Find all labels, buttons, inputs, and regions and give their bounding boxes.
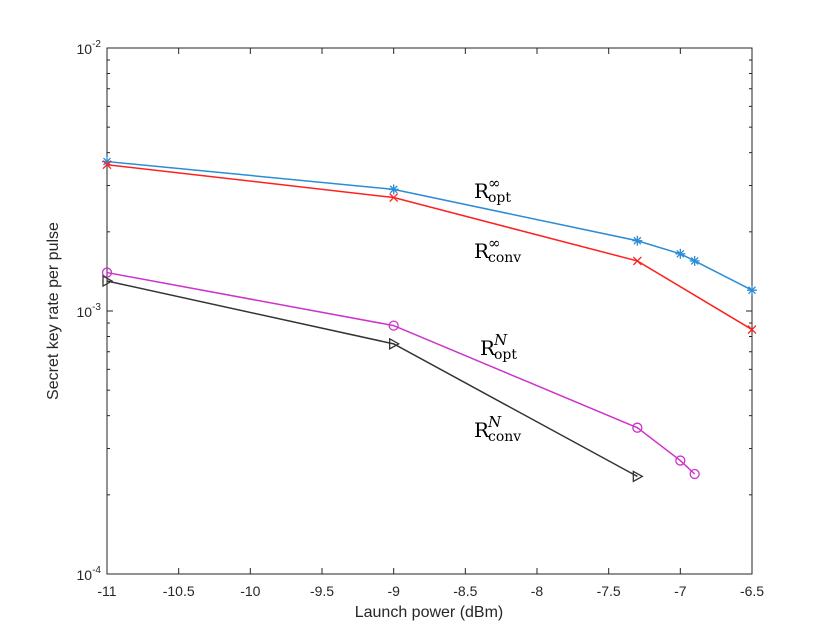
series-point-x [747,325,757,335]
series-point-triangle [632,470,644,483]
series-point-circle [689,468,700,480]
annotation-superscript: N [493,331,508,349]
annotation-subscript: opt [494,347,517,363]
series-point-x [389,193,399,203]
x-tick-label: -9.5 [310,583,334,599]
x-tick-label: -6.5 [740,583,764,599]
series-point-star [388,184,399,195]
series-point-star [675,248,686,259]
series-annotation-3: R [474,418,490,442]
annotation-main: R [474,239,490,263]
y-tick-exponent: -4 [92,565,101,576]
series-annotation-2: R [480,336,496,360]
y-axis-label: Secret key rate per pulse [45,222,62,400]
annotation-main: R [474,179,490,203]
series-line-2 [106,271,696,475]
x-tick-label: -10 [240,583,260,599]
series-point-star [632,235,643,246]
x-tick-label: -7.5 [597,583,621,599]
star-stroke [103,157,111,166]
annotation-superscript: ∞ [488,174,501,192]
series-point-x [632,256,642,266]
y-tick-base: 10 [77,41,93,57]
series-line-1 [106,163,753,331]
x-stroke [389,193,399,203]
series-point-triangle [389,337,401,350]
annotation-main: R [474,418,490,442]
series-annotation-0: R [474,179,490,203]
y-tick-base: 10 [77,304,93,320]
star-stroke [748,286,756,295]
series-line-3 [106,280,638,478]
x-tick-label: -11 [97,583,116,599]
x-tick-label: -7 [674,583,687,599]
series-annotation-1: R [474,239,490,263]
annotation-subscript: conv [488,250,521,266]
x-tick-label: -10.5 [163,583,195,599]
y-tick-base: 10 [77,567,93,583]
series-group [101,156,757,483]
series-point-star [689,255,700,266]
y-tick-exponent: -2 [92,39,101,50]
x-tick-label: -8 [531,583,544,599]
annotation-subscript: conv [488,429,521,445]
x-tick-label: -9 [387,583,400,599]
y-tick-exponent: -3 [92,302,101,313]
plot-area [106,47,753,575]
star-stroke [690,256,699,265]
star-stroke [676,249,685,258]
x-stroke [747,325,757,335]
series-point-triangle [102,274,114,288]
x-stroke [102,160,112,170]
series-point-x [102,160,112,170]
y-tick-label: 10-4 [77,565,102,583]
y-tick-label: 10-2 [77,39,102,57]
annotation-main: R [480,336,496,360]
star-stroke [633,236,642,245]
axis-ticks: -11 -10.5 -10 -9.5 -9 -8.5 -8 -7.5 -7 -6.510-210-… [77,39,765,599]
star-stroke [389,185,398,194]
x-tick-label: -8.5 [453,583,477,599]
series-point-star [747,285,757,296]
series-point-circle [632,422,643,433]
annotation-superscript: N [487,413,502,431]
annotation-subscript: opt [488,190,511,206]
y-tick-label: 10-3 [77,302,102,320]
annotation-superscript: ∞ [488,234,501,252]
series-line-0 [106,160,753,291]
series-point-circle [675,455,686,466]
series-point-circle [101,267,113,278]
series-point-circle [388,320,399,331]
x-stroke [632,256,642,266]
x-axis-label: Launch power (dBm) [355,604,504,621]
